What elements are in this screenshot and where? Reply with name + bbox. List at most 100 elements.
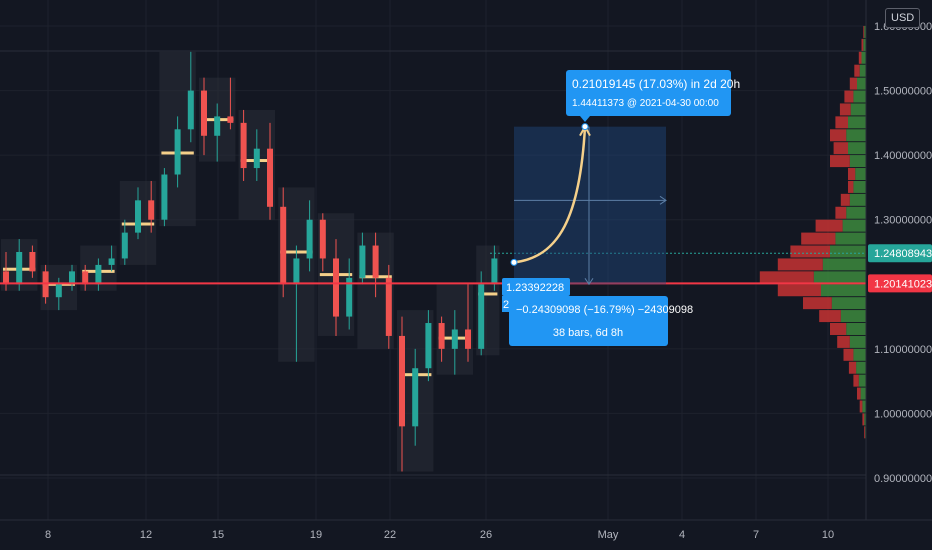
date-tick-label: 4 (679, 529, 685, 541)
volume-profile-bar-up (853, 348, 866, 361)
candle-body (293, 258, 300, 285)
volume-profile-bar-down (801, 232, 836, 245)
arrowhead-icon (584, 278, 594, 286)
volume-profile-bar-up (846, 129, 866, 142)
date-tick-label: 8 (45, 529, 51, 541)
date-tick-label: 19 (310, 529, 322, 541)
volume-profile-bar-up (849, 155, 866, 168)
volume-profile-bar-up (831, 297, 866, 310)
candle-body (55, 284, 62, 298)
candle-body (306, 219, 313, 259)
date-tick-label: May (598, 529, 619, 541)
start-price-callout-ext (502, 296, 512, 312)
candle-body (187, 90, 194, 130)
volume-profile-bar-down (857, 387, 861, 400)
candle-body (451, 329, 458, 349)
volume-profile-bar-down (848, 361, 857, 374)
volume-profile-bar-down (848, 180, 854, 193)
projection-curve[interactable] (513, 126, 587, 264)
time-axis[interactable]: 8 12 15 19 22 26 May 4 7 10 (0, 519, 932, 541)
volume-profile-bar-down (862, 413, 865, 426)
candle-body (214, 116, 221, 136)
volume-profile-bar-down (830, 322, 847, 335)
candle-body (425, 323, 432, 369)
candle-body (372, 245, 379, 278)
candle-body (82, 271, 89, 285)
volume-profile-bar-up (853, 180, 866, 193)
volume-profile (759, 25, 866, 439)
candle-body (359, 245, 366, 278)
volume-profile-bar-down (864, 426, 866, 439)
candles-group (3, 51, 498, 472)
projection-end-point[interactable] (581, 123, 589, 131)
volume-profile-bar-down (843, 348, 854, 361)
volume-profile-bar-up (860, 387, 866, 400)
volume-profile-bar-up (858, 374, 866, 387)
candle-body (333, 258, 339, 317)
candle-body (267, 148, 273, 207)
currency-label: USD (891, 12, 915, 24)
candle-body (346, 277, 353, 317)
projection-start-point[interactable] (510, 258, 518, 266)
range-callout (509, 296, 668, 346)
projection-callout-line1: 0.21019145 (17.03%) in 2d 20h (572, 77, 740, 91)
volume-profile-bar-up (850, 103, 866, 116)
currency-badge[interactable]: USD (885, 8, 921, 28)
volume-profile-bar-down (803, 297, 832, 310)
start-price-callout (502, 278, 570, 296)
candle-body (16, 252, 23, 285)
volume-profile-bar-down (759, 271, 814, 284)
volume-profile-bar-up (849, 335, 866, 348)
candle-body (227, 116, 234, 123)
price-axis[interactable]: 1.600000001.500000001.400000001.30000000… (865, 0, 932, 520)
volume-profile-bar-down (830, 155, 850, 168)
candle-body (253, 148, 260, 169)
volume-profile-bar-up (864, 413, 866, 426)
volume-profile-bar-up (842, 219, 866, 232)
volume-profile-bar-up (846, 322, 866, 335)
volume-profile-bar-down (835, 206, 847, 219)
projection-callout-line2: 1.44411373 @ 2021-04-30 00:00 (572, 98, 719, 109)
volume-profile-bar-down (844, 90, 854, 103)
price-tick-label: 1.40000000 (874, 150, 932, 162)
range-callout-line2: 38 bars, 6d 8h (553, 327, 623, 339)
volume-profile-bar-down (790, 245, 830, 258)
date-tick-label: 10 (822, 529, 834, 541)
volume-profile-bar-up (848, 142, 866, 155)
volume-profile-bar-up (859, 64, 866, 77)
candle-body (161, 174, 168, 220)
volume-profile-bar-up (863, 38, 866, 51)
candle-body (121, 232, 128, 259)
volume-profile-bar-down (815, 219, 843, 232)
volume-profile-bar-down (854, 64, 860, 77)
volume-profile-bar-up (857, 77, 866, 90)
volume-profile-bar-up (849, 193, 866, 206)
price-tick-label: 1.00000000 (874, 408, 932, 420)
volume-profile-bar-up (861, 51, 866, 64)
volume-profile-bar-up (835, 232, 866, 245)
start-price-label-partial: 2 (503, 299, 509, 311)
volume-profile-bar-up (822, 258, 866, 271)
volume-profile-bar-up (848, 116, 866, 129)
current-price-badge (868, 244, 932, 263)
range-box-midline (478, 292, 498, 296)
projection-tool[interactable] (510, 123, 667, 286)
candle-body (174, 129, 181, 175)
candle-body (412, 368, 419, 427)
volume-profile-bar-up (864, 25, 866, 38)
volume-profile-bar-down (863, 25, 865, 38)
volume-profile-bar-down (777, 258, 823, 271)
volume-profile-bar-up (853, 90, 866, 103)
date-tick-label: 26 (480, 529, 492, 541)
volume-profile-bar-down (819, 310, 841, 323)
candle-body (399, 335, 405, 427)
price-tick-label: 0.90000000 (874, 473, 932, 485)
projection-box[interactable] (514, 126, 666, 285)
candle-body (108, 258, 115, 265)
volume-profile-bar-down (840, 193, 850, 206)
volume-profile-bar-down (848, 168, 856, 181)
volume-profile-bar-up (813, 271, 866, 284)
volume-profile-bar-down (859, 400, 863, 413)
candle-body (465, 329, 471, 349)
